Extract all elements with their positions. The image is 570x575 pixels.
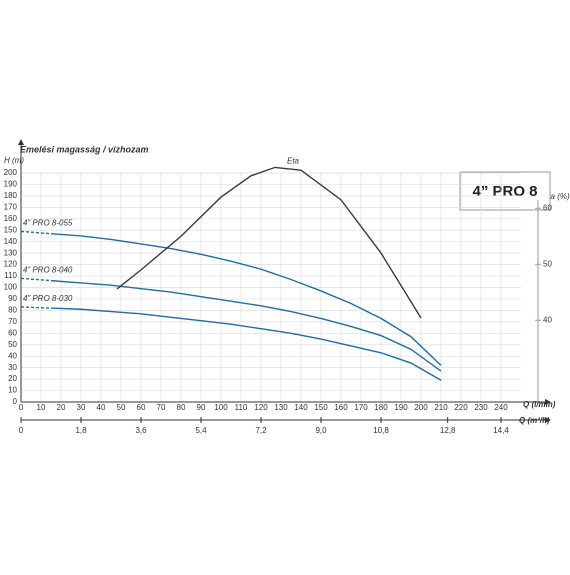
y-tick-label: 200 [4, 168, 18, 177]
x-tick-label: 40 [97, 403, 106, 412]
y-tick-label: 140 [4, 237, 18, 246]
y-tick-label: 10 [8, 386, 17, 395]
x-tick-label: 150 [314, 403, 328, 412]
y-tick-label: 60 [8, 328, 17, 337]
x-tick-label: 210 [434, 403, 448, 412]
y2-tick-label: 60 [543, 203, 552, 212]
x-tick-label: 140 [294, 403, 308, 412]
curve [50, 232, 442, 366]
y2-tick-label: 50 [543, 259, 552, 268]
y-tick-label: 130 [4, 248, 18, 257]
x-tick-label: 220 [454, 403, 468, 412]
x-tick-label: 10 [37, 403, 46, 412]
x2-tick-label: 7,2 [255, 426, 267, 435]
y2-axis-label: Eta (%) [543, 192, 570, 201]
series-label: Eta [287, 157, 300, 166]
x-tick-label: 100 [214, 403, 228, 412]
x-tick-label: 80 [177, 403, 186, 412]
x-tick-label: 130 [274, 403, 288, 412]
subtitle: Emelési magasság / vízhozam [20, 144, 149, 154]
series-label: 4” PRO 8-040 [23, 265, 73, 274]
x-tick-label: 60 [137, 403, 146, 412]
y-tick-label: 70 [8, 317, 17, 326]
x2-tick-label: 12,8 [440, 426, 456, 435]
curve-start [20, 230, 52, 235]
y-tick-label: 100 [4, 283, 18, 292]
x-tick-label: 30 [77, 403, 86, 412]
y-tick-label: 150 [4, 225, 18, 234]
curve [50, 307, 442, 381]
y-tick-label: 190 [4, 180, 18, 189]
x-tick-label: 200 [414, 403, 428, 412]
x-tick-label: 160 [334, 403, 348, 412]
x-tick-label: 120 [254, 403, 268, 412]
x2-tick-label: 3,6 [135, 426, 147, 435]
x2-tick-label: 14,4 [493, 426, 509, 435]
y-axis-label: H (m) [4, 156, 24, 165]
x-tick-label: 70 [157, 403, 166, 412]
y2-tick-label: 40 [543, 315, 552, 324]
x-tick-label: 230 [474, 403, 488, 412]
eta-line [116, 166, 422, 319]
series-label: 4” PRO 8-055 [23, 219, 73, 228]
x-tick-label: 190 [394, 403, 408, 412]
x-tick-label: 20 [57, 403, 66, 412]
y-tick-label: 170 [4, 202, 18, 211]
y-tick-label: 20 [8, 374, 17, 383]
x-tick-label: 110 [235, 403, 248, 412]
y-tick-label: 90 [8, 294, 17, 303]
x2-tick-label: 9,0 [315, 426, 327, 435]
x-axis-label: Q (l/min) [523, 400, 556, 409]
title-box [459, 171, 551, 211]
x-tick-label: 180 [374, 403, 388, 412]
y-tick-label: 30 [8, 363, 17, 372]
y-tick-label: 0 [13, 397, 18, 406]
y-tick-label: 40 [8, 351, 17, 360]
x2-tick-label: 1,8 [75, 426, 87, 435]
x-tick-label: 170 [354, 403, 368, 412]
curve-start [20, 277, 52, 282]
series-label: 4” PRO 8-030 [23, 294, 73, 303]
x2-tick-label: 5,4 [195, 426, 207, 435]
x-tick-label: 90 [197, 403, 206, 412]
x-tick-label: 0 [19, 403, 24, 412]
x2-tick-label: 0 [19, 426, 24, 435]
y-tick-label: 110 [4, 271, 17, 280]
x-tick-label: 240 [494, 403, 508, 412]
y-tick-label: 80 [8, 306, 17, 315]
y-tick-label: 180 [4, 191, 18, 200]
x2-tick-label: 10,8 [373, 426, 389, 435]
x2-axis-label: Q (m³/h) [519, 416, 550, 425]
curve [50, 279, 442, 372]
y-tick-label: 160 [4, 214, 18, 223]
y-tick-label: 50 [8, 340, 17, 349]
chart-title: 4” PRO 8 [472, 183, 537, 200]
y-tick-label: 120 [4, 260, 18, 269]
x-tick-label: 50 [117, 403, 126, 412]
curve-start [20, 306, 52, 309]
